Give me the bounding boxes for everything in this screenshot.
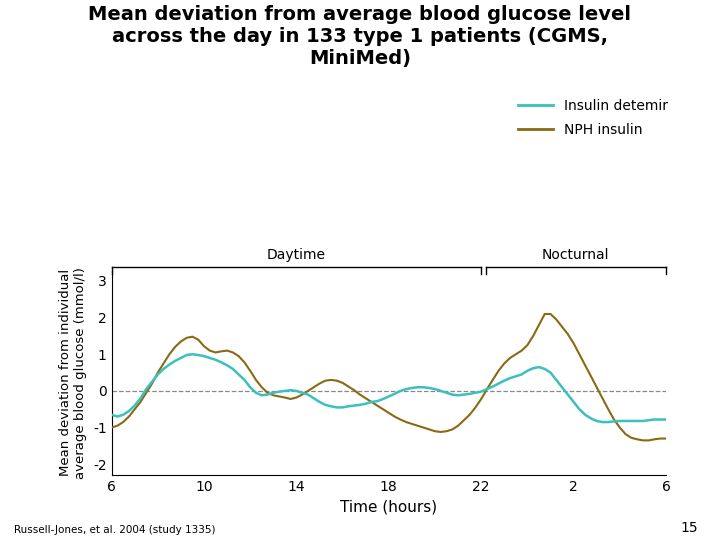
Text: Nocturnal: Nocturnal [542,248,610,262]
Legend: Insulin detemir, NPH insulin: Insulin detemir, NPH insulin [513,93,673,142]
Text: 15: 15 [681,521,698,535]
Text: Russell-Jones, et al. 2004 (study 1335): Russell-Jones, et al. 2004 (study 1335) [14,524,216,535]
X-axis label: Time (hours): Time (hours) [341,500,437,515]
Y-axis label: Mean deviation from individual
average blood glucose (mmol/l): Mean deviation from individual average b… [60,267,87,478]
Text: Daytime: Daytime [267,248,326,262]
Text: Mean deviation from average blood glucose level
across the day in 133 type 1 pat: Mean deviation from average blood glucos… [89,5,631,69]
